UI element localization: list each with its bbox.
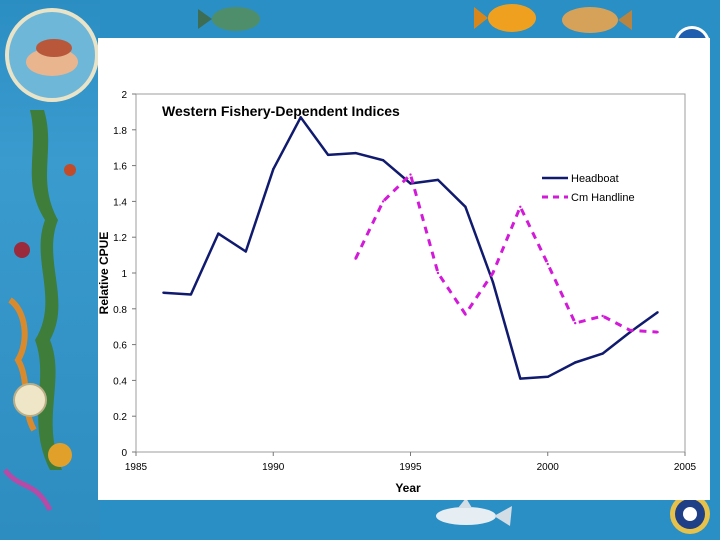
y-tick-label: 0.2 xyxy=(113,412,127,423)
x-axis-label: Year xyxy=(395,481,421,495)
fish-icon xyxy=(198,7,260,31)
data-point xyxy=(601,352,604,355)
chart-title: Western Fishery-Dependent Indices xyxy=(162,103,400,119)
fish-icon xyxy=(474,4,536,32)
data-point xyxy=(354,151,357,155)
x-tick-label: 1990 xyxy=(262,462,285,473)
data-point xyxy=(464,312,467,316)
data-point xyxy=(491,280,495,284)
slide-content: 0 0.2 0.4 0.6 0.8 1 1.2 1.4 1.6 1.8 2 1985 1990 1995 2… xyxy=(98,38,710,500)
legend: Headboat Cm Handline xyxy=(538,168,646,206)
data-point xyxy=(574,361,577,364)
y-tick-label: 0.6 xyxy=(113,341,127,352)
y-tick-label: 0.4 xyxy=(113,376,127,387)
data-point xyxy=(601,314,604,318)
data-point xyxy=(519,377,522,380)
x-tick-label: 1995 xyxy=(399,462,422,473)
cpue-line-chart: 0 0.2 0.4 0.6 0.8 1 1.2 1.4 1.6 1.8 2 1985 1990 1995 2… xyxy=(98,90,697,495)
data-point xyxy=(299,116,302,119)
data-point xyxy=(519,205,522,208)
data-point xyxy=(244,250,247,253)
y-tick-label: 1 xyxy=(121,269,127,280)
y-tick-label: 0.8 xyxy=(113,305,127,316)
y-tick-label: 1.4 xyxy=(113,197,127,208)
left-decorative-panel xyxy=(0,0,100,540)
y-tick-label: 2 xyxy=(121,90,127,101)
data-point xyxy=(272,167,275,171)
x-tick-label: 1985 xyxy=(125,462,148,473)
y-tick-label: 1.6 xyxy=(113,162,127,173)
data-point xyxy=(546,262,549,266)
data-point xyxy=(436,271,440,275)
x-tick-label: 2005 xyxy=(674,462,697,473)
x-tick-label: 2000 xyxy=(537,462,560,473)
data-point xyxy=(409,173,412,176)
commerce-seal-icon xyxy=(670,494,710,534)
data-point xyxy=(436,178,440,182)
data-point xyxy=(189,293,193,296)
flounder-icon xyxy=(562,7,632,33)
y-tick-label: 0 xyxy=(121,448,127,459)
data-point xyxy=(381,200,385,203)
data-point xyxy=(656,311,659,314)
y-tick-label: 1.2 xyxy=(113,233,127,244)
data-point xyxy=(628,329,632,332)
data-point xyxy=(381,159,385,162)
y-axis-label: Relative CPUE xyxy=(98,232,111,315)
data-point xyxy=(354,257,357,260)
data-point xyxy=(546,375,549,379)
legend-box xyxy=(538,168,646,206)
data-point xyxy=(162,291,165,294)
legend-label: Cm Handline xyxy=(571,192,635,204)
data-point xyxy=(656,330,659,334)
data-point xyxy=(491,271,495,275)
y-tick-label: 1.8 xyxy=(113,126,127,137)
series-line-cm-handline xyxy=(354,173,658,334)
legend-label: Headboat xyxy=(571,173,619,185)
data-point xyxy=(217,232,220,235)
plot-area xyxy=(135,93,686,453)
top-fish-decoration xyxy=(198,4,632,33)
dolphin-icon xyxy=(436,498,512,526)
data-point xyxy=(574,321,577,325)
data-point xyxy=(464,205,467,208)
coral-reef-illustration xyxy=(3,8,99,512)
data-point xyxy=(326,153,330,157)
data-point xyxy=(409,182,412,185)
